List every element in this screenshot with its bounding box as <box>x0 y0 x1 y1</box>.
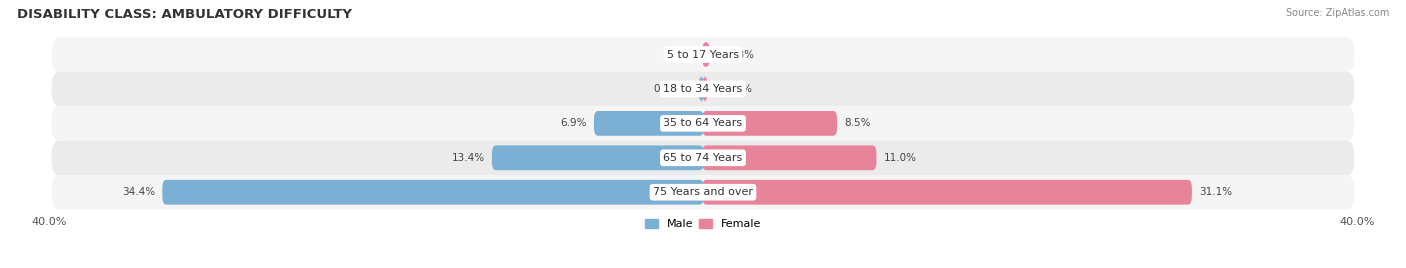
Text: 40.0%: 40.0% <box>1340 217 1375 227</box>
Text: 75 Years and over: 75 Years and over <box>652 187 754 197</box>
FancyBboxPatch shape <box>702 111 837 136</box>
Text: DISABILITY CLASS: AMBULATORY DIFFICULTY: DISABILITY CLASS: AMBULATORY DIFFICULTY <box>17 8 352 21</box>
Text: 11.0%: 11.0% <box>883 153 917 163</box>
Text: 0.38%: 0.38% <box>721 50 755 59</box>
Text: 0.0%: 0.0% <box>664 50 690 59</box>
Text: 6.9%: 6.9% <box>561 118 586 128</box>
Text: 13.4%: 13.4% <box>451 153 485 163</box>
FancyBboxPatch shape <box>52 37 1354 72</box>
FancyBboxPatch shape <box>702 180 1192 204</box>
Text: 31.1%: 31.1% <box>1199 187 1232 197</box>
Text: 8.5%: 8.5% <box>844 118 870 128</box>
FancyBboxPatch shape <box>702 42 710 67</box>
FancyBboxPatch shape <box>52 106 1354 141</box>
FancyBboxPatch shape <box>52 141 1354 175</box>
FancyBboxPatch shape <box>593 111 704 136</box>
FancyBboxPatch shape <box>699 77 704 101</box>
FancyBboxPatch shape <box>52 72 1354 106</box>
FancyBboxPatch shape <box>702 77 707 101</box>
Text: 18 to 34 Years: 18 to 34 Years <box>664 84 742 94</box>
Text: 34.4%: 34.4% <box>122 187 155 197</box>
FancyBboxPatch shape <box>52 175 1354 209</box>
Text: 35 to 64 Years: 35 to 64 Years <box>664 118 742 128</box>
Text: 65 to 74 Years: 65 to 74 Years <box>664 153 742 163</box>
Text: Source: ZipAtlas.com: Source: ZipAtlas.com <box>1285 8 1389 18</box>
Text: 0.24%: 0.24% <box>720 84 752 94</box>
Legend: Male, Female: Male, Female <box>644 219 762 229</box>
FancyBboxPatch shape <box>162 180 704 204</box>
FancyBboxPatch shape <box>702 146 876 170</box>
Text: 40.0%: 40.0% <box>31 217 66 227</box>
Text: 0.23%: 0.23% <box>654 84 688 94</box>
FancyBboxPatch shape <box>492 146 704 170</box>
Text: 5 to 17 Years: 5 to 17 Years <box>666 50 740 59</box>
